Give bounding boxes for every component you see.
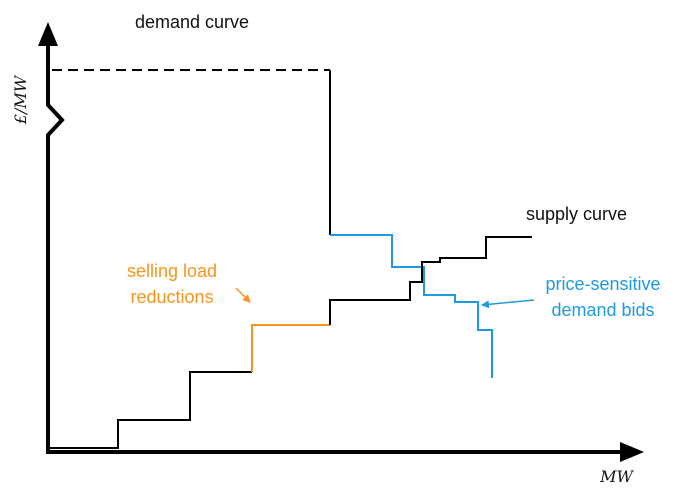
- x-arrowhead: [620, 442, 644, 462]
- supply-curve: [329, 236, 532, 325]
- selling-load-label: selling load: [127, 261, 217, 281]
- supply-curve-label: supply curve: [526, 204, 627, 224]
- orange-arrow: [235, 287, 251, 303]
- y-arrowhead: [38, 22, 58, 46]
- bids-label: price-sensitive: [545, 274, 660, 294]
- y-axis-label: £/MW: [11, 74, 30, 125]
- blue-arrow: [481, 299, 535, 309]
- y-axis: [46, 42, 65, 452]
- selling-load-label: reductions: [130, 287, 213, 307]
- load-reduction-step: [251, 324, 330, 372]
- supply-curve: [50, 371, 252, 449]
- bids-label: demand bids: [551, 300, 654, 320]
- x-axis-label: MW: [599, 467, 634, 486]
- price-sensitive-bids: [330, 234, 493, 378]
- demand-curve-label: demand curve: [135, 12, 249, 32]
